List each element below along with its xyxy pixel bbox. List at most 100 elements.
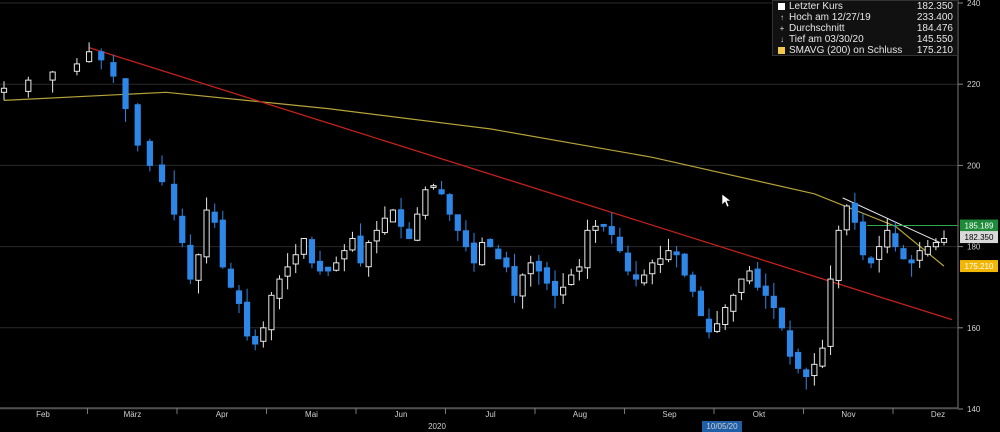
- candle-body-down: [867, 257, 875, 264]
- legend-value: 182.350: [916, 1, 953, 12]
- candle: [260, 321, 267, 348]
- candle: [325, 266, 332, 277]
- candlesticks: [0, 42, 948, 390]
- candle: [754, 262, 761, 291]
- candle-body-up: [381, 217, 388, 234]
- trend-lines: [3, 47, 958, 321]
- candle-body-up: [284, 266, 291, 277]
- candle-body-up: [479, 242, 486, 266]
- legend-marker-icon: ↑: [780, 13, 784, 22]
- candle: [49, 70, 56, 93]
- candle-body-up: [49, 71, 56, 81]
- candle: [381, 206, 388, 235]
- candle-body-up: [300, 237, 307, 255]
- candle-body-up: [430, 185, 437, 188]
- candle-body-up: [876, 246, 883, 260]
- candle-body-up: [722, 307, 729, 326]
- legend-marker-icon: ↓: [780, 35, 784, 44]
- candle-body-down: [171, 183, 178, 215]
- candle-body-down: [851, 202, 858, 223]
- candle: [227, 262, 234, 289]
- candle-body-down: [616, 236, 623, 252]
- candle: [349, 231, 356, 252]
- candle: [835, 225, 842, 289]
- month-label: Aug: [573, 410, 587, 419]
- candle-body-up: [341, 250, 348, 260]
- candle: [592, 219, 599, 243]
- candle: [503, 251, 510, 273]
- cursor-arrow-icon: [721, 193, 732, 208]
- candle-body-down: [754, 268, 761, 288]
- candle-body-down: [211, 211, 218, 223]
- candle: [252, 329, 259, 351]
- candle: [276, 275, 283, 310]
- legend-entry: SMAVG (200) on Schluss 175.210: [777, 45, 953, 56]
- candle: [641, 269, 648, 286]
- legend-entry: Letzter Kurs 182.350: [777, 1, 953, 12]
- candle: [470, 232, 478, 272]
- candle: [851, 192, 858, 230]
- candle-body-up: [916, 250, 923, 261]
- candle: [414, 207, 421, 242]
- candle-body-down: [146, 140, 153, 166]
- candle-body-down: [892, 233, 899, 248]
- candle-body-down: [803, 369, 810, 378]
- candle: [535, 254, 542, 285]
- candle-body-up: [560, 286, 567, 296]
- candle: [187, 234, 194, 285]
- candle-body-down: [495, 248, 502, 260]
- grid-lines: [0, 2, 958, 410]
- candle: [333, 256, 340, 272]
- candle: [446, 193, 453, 221]
- y-axis-ticks: 140 160 180 200 220 240: [0, 0, 981, 414]
- candle-body-down: [357, 235, 364, 264]
- candle-body-up: [665, 250, 672, 261]
- month-label: Mai: [305, 410, 318, 419]
- candle: [527, 255, 534, 287]
- legend-value: 175.210: [916, 45, 953, 56]
- candle-body-down: [438, 189, 445, 195]
- candle: [365, 240, 372, 277]
- candle-body-up: [940, 237, 948, 243]
- candle-body-up: [414, 213, 421, 241]
- candle: [649, 259, 656, 285]
- candle: [803, 367, 810, 390]
- candle: [158, 155, 166, 186]
- candle-body-down: [98, 51, 105, 61]
- candle-body-up: [527, 262, 534, 275]
- candle-body-down: [187, 244, 194, 280]
- candle-body-up: [657, 258, 664, 265]
- candle-body-up: [576, 266, 583, 272]
- legend-marker-icon: +: [779, 24, 785, 33]
- candle-body-down: [397, 209, 405, 227]
- candle-body-down: [406, 228, 413, 239]
- sma-200-line: [3, 91, 945, 267]
- candle: [608, 212, 615, 244]
- candle: [438, 180, 445, 196]
- candle-body-up: [649, 262, 656, 275]
- candle: [705, 308, 713, 339]
- candle-body-up: [333, 262, 340, 271]
- candle: [85, 42, 93, 63]
- candle: [940, 230, 948, 246]
- candle: [673, 245, 680, 268]
- candle-body-down: [227, 268, 234, 288]
- candle: [244, 288, 251, 341]
- candle: [770, 282, 777, 319]
- candle: [722, 304, 729, 331]
- candle-body-up: [389, 209, 397, 223]
- candle-body-down: [179, 215, 186, 244]
- candle-body-up: [292, 254, 299, 265]
- candle-body-down: [454, 214, 461, 231]
- candle: [762, 273, 769, 309]
- value-badge: [960, 219, 998, 232]
- candle-body-down: [673, 251, 680, 256]
- candle-body-up: [714, 323, 721, 332]
- candle-body-down: [252, 335, 259, 345]
- candle: [211, 203, 218, 228]
- month-label: Jul: [485, 410, 495, 419]
- candle: [900, 245, 907, 260]
- candle: [689, 271, 696, 297]
- candle-body-down: [487, 238, 494, 248]
